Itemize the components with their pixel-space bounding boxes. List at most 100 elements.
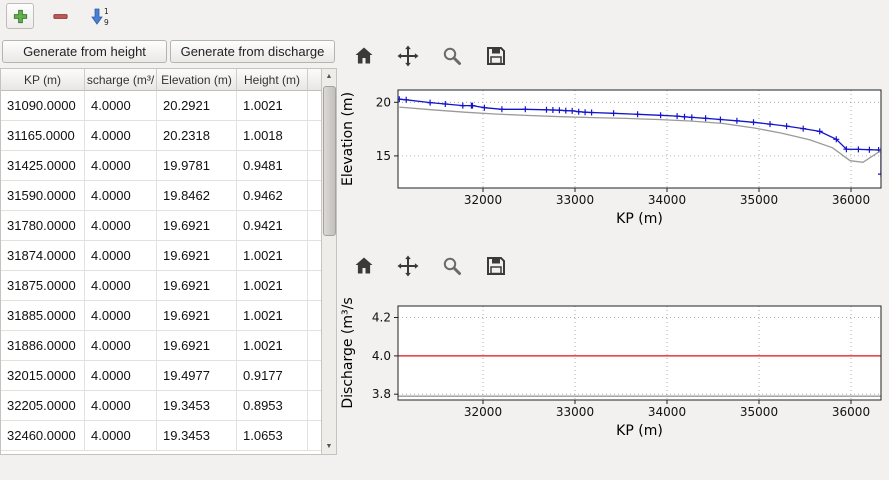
table-cell[interactable]: 19.8462 [157,181,237,211]
column-header-kp[interactable]: KP (m) [1,69,85,91]
table-row: 31165.0000 4.0000 20.2318 1.0018 [1,121,321,151]
table-cell[interactable]: 1.0021 [237,241,308,271]
table-cell[interactable]: 4.0000 [85,241,157,271]
table-cell-filler [308,181,321,211]
table-cell[interactable]: 19.3453 [157,391,237,421]
sort-ascending-icon: 1 9 [90,7,109,26]
svg-text:1: 1 [104,7,109,16]
table-scrollbar[interactable]: ▲ ▼ [321,69,336,454]
discharge-chart: 32000 33000 34000 35000 36000 3.8 4.0 4.2 KP (m)… [340,297,882,439]
chart2-zoom-button[interactable] [438,252,466,280]
table-cell[interactable]: 32460.0000 [1,421,85,451]
table-cell[interactable]: 1.0021 [237,301,308,331]
table-cell[interactable]: 31780.0000 [1,211,85,241]
chart2-home-button[interactable] [350,252,378,280]
save-icon [487,257,505,275]
scrollbar-thumb[interactable] [323,86,336,236]
minus-icon [52,13,68,19]
axes-box [397,89,882,189]
table-cell-filler [308,121,321,151]
magnifier-icon [443,47,461,65]
x-tick-label: 32000 [464,193,502,207]
table-cell[interactable]: 0.9421 [237,211,308,241]
add-row-button[interactable] [6,3,34,29]
chart2-pan-button[interactable] [394,252,422,280]
table-cell[interactable]: 0.8953 [237,391,308,421]
table-cell[interactable]: 31590.0000 [1,181,85,211]
main-toolbar: 1 9 [0,0,889,32]
scroll-down-arrow[interactable]: ▼ [325,443,333,450]
table-cell[interactable]: 1.0021 [237,331,308,361]
table-cell[interactable]: 20.2318 [157,121,237,151]
table-cell[interactable]: 19.4977 [157,361,237,391]
sort-button[interactable]: 1 9 [86,3,114,29]
chart1-zoom-button[interactable] [438,42,466,70]
table-cell[interactable]: 1.0018 [237,121,308,151]
table-cell[interactable]: 31165.0000 [1,121,85,151]
table-cell[interactable]: 4.0000 [85,151,157,181]
table-cell[interactable]: 31875.0000 [1,271,85,301]
table-cell[interactable]: 31885.0000 [1,301,85,331]
table-cell[interactable]: 1.0653 [237,421,308,451]
table-cell[interactable]: 1.0021 [237,271,308,301]
table-cell[interactable]: 4.0000 [85,181,157,211]
table-cell-filler [308,211,321,241]
series-bed-profile [399,106,881,163]
generate-from-discharge-button[interactable]: Generate from discharge [170,40,335,63]
table-cell[interactable]: 4.0000 [85,391,157,421]
table-cell[interactable]: 31090.0000 [1,91,85,121]
table-cell[interactable]: 0.9462 [237,181,308,211]
chart1-save-button[interactable] [482,42,510,70]
table-cell[interactable]: 31425.0000 [1,151,85,181]
table-row: 31886.0000 4.0000 19.6921 1.0021 [1,331,321,361]
column-header-elevation[interactable]: Elevation (m) [157,69,237,91]
x-tick-label: 35000 [740,405,778,419]
save-icon [487,47,505,65]
table-cell[interactable]: 19.6921 [157,241,237,271]
generate-from-height-button[interactable]: Generate from height [2,40,167,63]
table-cell[interactable]: 32205.0000 [1,391,85,421]
table-cell[interactable]: 31886.0000 [1,331,85,361]
table-row: 31090.0000 4.0000 20.2921 1.0021 [1,91,321,121]
home-icon [355,257,373,274]
table-cell[interactable]: 4.0000 [85,91,157,121]
table-cell[interactable]: 4.0000 [85,361,157,391]
table-cell[interactable]: 4.0000 [85,121,157,151]
y-tick-label: 20 [376,95,391,109]
table-cell[interactable]: 19.6921 [157,331,237,361]
generate-buttons-row: Generate from height Generate from disch… [2,40,335,63]
table-cell[interactable]: 19.6921 [157,301,237,331]
table-cell[interactable]: 4.0000 [85,421,157,451]
table-cell[interactable]: 19.6921 [157,271,237,301]
table-cell[interactable]: 32015.0000 [1,361,85,391]
data-table: KP (m) scharge (m³/ Elevation (m) Height… [0,68,337,455]
column-header-height[interactable]: Height (m) [237,69,308,91]
table-cell-filler [308,241,321,271]
table-cell[interactable]: 0.9177 [237,361,308,391]
table-cell[interactable]: 19.6921 [157,211,237,241]
table-cell[interactable]: 1.0021 [237,91,308,121]
table-cell[interactable]: 4.0000 [85,271,157,301]
table-cell[interactable]: 19.9781 [157,151,237,181]
chart2-save-button[interactable] [482,252,510,280]
column-header-discharge[interactable]: scharge (m³/ [85,69,157,91]
table-cell[interactable]: 4.0000 [85,331,157,361]
table-cell[interactable]: 19.3453 [157,421,237,451]
table-cell[interactable]: 0.9481 [237,151,308,181]
table-cell[interactable]: 4.0000 [85,211,157,241]
table-row: 31875.0000 4.0000 19.6921 1.0021 [1,271,321,301]
table-header: KP (m) scharge (m³/ Elevation (m) Height… [1,69,321,91]
table-cell[interactable]: 31874.0000 [1,241,85,271]
chart1-home-button[interactable] [350,42,378,70]
remove-row-button[interactable] [46,3,74,29]
table-cell[interactable]: 20.2921 [157,91,237,121]
scroll-up-arrow[interactable]: ▲ [325,73,333,80]
column-header-filler [308,69,321,91]
table-cell-filler [308,421,321,451]
y-tick-label: 3.8 [372,387,391,401]
plus-icon [13,9,27,23]
table-cell[interactable]: 4.0000 [85,301,157,331]
table-row: 32205.0000 4.0000 19.3453 0.8953 [1,391,321,421]
svg-text:9: 9 [104,18,109,26]
chart1-pan-button[interactable] [394,42,422,70]
